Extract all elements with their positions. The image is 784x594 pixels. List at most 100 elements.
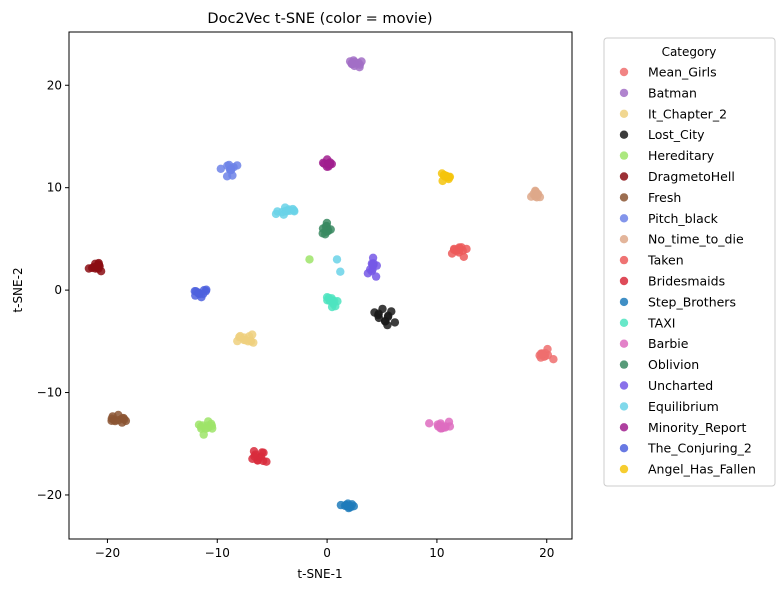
y-tick-label: 10 xyxy=(47,181,62,195)
point-bridesmaids xyxy=(250,452,259,461)
legend-label-oblivion: Oblivion xyxy=(648,357,699,372)
point-equilibrium xyxy=(290,207,299,216)
x-tick-label: −20 xyxy=(95,546,120,560)
legend-marker-equilibrium xyxy=(619,402,629,411)
legend-label-minority-report: Minority_Report xyxy=(648,420,747,435)
x-axis-label: t-SNE-1 xyxy=(297,567,342,581)
legend-marker-minority-report xyxy=(619,423,629,432)
point-it-chapter-2 xyxy=(248,330,257,339)
legend-label-taxi: TAXI xyxy=(647,315,675,330)
y-tick-label: 0 xyxy=(54,283,62,297)
points-layer xyxy=(84,56,558,513)
point-fresh xyxy=(120,415,129,424)
legend-label-hereditary: Hereditary xyxy=(648,148,715,163)
point-mean-girls xyxy=(538,349,547,358)
legend-marker-barbie xyxy=(619,339,629,348)
legend-marker-bridesmaids xyxy=(619,276,629,286)
point-lost-city xyxy=(381,317,390,326)
chart-title: Doc2Vec t-SNE (color = movie) xyxy=(207,11,432,27)
point-batman xyxy=(347,59,356,69)
legend-marker-the-conjuring-2 xyxy=(619,444,629,453)
point-pitch-black xyxy=(222,172,232,181)
legend-marker-mean-girls xyxy=(619,67,629,77)
y-axis-label: t-SNE-2 xyxy=(11,267,25,312)
legend-label-taken: Taken xyxy=(647,253,684,268)
legend-marker-batman xyxy=(619,88,629,98)
legend-label-bridesmaids: Bridesmaids xyxy=(648,274,725,289)
point-the-conjuring-2 xyxy=(201,286,211,296)
point-fresh xyxy=(110,416,120,426)
legend-label-fresh: Fresh xyxy=(648,190,681,205)
legend-title: Category xyxy=(662,45,717,59)
legend-marker-fresh xyxy=(619,193,629,202)
point-uncharted xyxy=(368,260,377,269)
legend-marker-it-chapter-2 xyxy=(619,109,629,119)
legend-frame xyxy=(603,37,776,487)
point-equilibrium xyxy=(336,267,345,276)
point-hereditary xyxy=(207,421,217,430)
legend-label-no-time-to-die: No_time_to_die xyxy=(648,232,744,247)
axis-ticks: −20 −10 0 10 20 −20 −10 0 10 20 xyxy=(37,78,555,560)
legend-marker-uncharted xyxy=(619,381,629,390)
legend-label-barbie: Barbie xyxy=(648,336,689,351)
point-minority-report xyxy=(327,159,336,169)
x-tick-label: −10 xyxy=(205,546,230,560)
y-tick-label: −20 xyxy=(37,488,62,502)
y-tick-label: 20 xyxy=(47,78,62,92)
point-oblivion xyxy=(318,224,328,233)
point-hereditary xyxy=(305,255,314,264)
legend-label-the-conjuring-2: The_Conjuring_2 xyxy=(647,441,752,456)
point-taxi xyxy=(329,299,338,308)
legend-label-step-brothers: Step_Brothers xyxy=(648,294,736,309)
legend-marker-dragmetohell xyxy=(619,172,629,181)
x-tick-label: 20 xyxy=(539,546,554,560)
legend-marker-step-brothers xyxy=(619,297,629,307)
legend-items: Mean_Girls Batman It_Chapter_2 Lost_City Her… xyxy=(619,65,756,477)
point-angel-has-fallen xyxy=(439,171,449,180)
point-it-chapter-2 xyxy=(236,331,245,341)
point-barbie xyxy=(425,419,434,428)
plot-frame xyxy=(68,31,573,540)
legend-label-equilibrium: Equilibrium xyxy=(648,399,719,414)
legend-marker-pitch-black xyxy=(619,214,629,223)
x-tick-label: 10 xyxy=(429,546,444,560)
point-taken xyxy=(459,252,468,261)
point-equilibrium xyxy=(282,207,291,216)
point-step-brothers xyxy=(343,499,353,508)
point-taken xyxy=(455,243,464,252)
legend-marker-hereditary xyxy=(619,151,629,160)
y-tick-label: −10 xyxy=(37,386,62,400)
point-step-brothers xyxy=(336,500,346,510)
point-no-time-to-die xyxy=(531,190,540,199)
point-uncharted xyxy=(371,272,381,281)
legend-label-mean-girls: Mean_Girls xyxy=(648,65,717,80)
legend-label-it-chapter-2: It_Chapter_2 xyxy=(648,106,727,121)
legend: Category Mean_Girls Batman It_Chapter_2 Los… xyxy=(603,37,776,487)
point-equilibrium xyxy=(332,255,342,264)
legend-label-batman: Batman xyxy=(648,85,697,100)
legend-label-uncharted: Uncharted xyxy=(648,378,713,393)
legend-label-angel-has-fallen: Angel_Has_Fallen xyxy=(648,462,756,477)
point-lost-city xyxy=(374,311,383,320)
point-uncharted xyxy=(363,269,373,278)
point-taken xyxy=(462,244,471,254)
legend-marker-angel-has-fallen xyxy=(619,464,629,474)
point-pitch-black xyxy=(226,165,236,175)
point-pitch-black xyxy=(216,164,225,173)
legend-label-dragmetohell: DragmetoHell xyxy=(648,169,735,184)
point-hereditary xyxy=(196,422,206,431)
point-uncharted xyxy=(368,253,378,262)
legend-marker-taken xyxy=(619,255,629,265)
point-equilibrium xyxy=(273,207,282,216)
point-lost-city xyxy=(390,318,400,327)
legend-label-lost-city: Lost_City xyxy=(648,127,705,142)
legend-marker-oblivion xyxy=(619,360,629,369)
legend-marker-taxi xyxy=(619,318,629,327)
point-dragmetohell xyxy=(89,262,99,272)
legend-marker-no-time-to-die xyxy=(619,235,629,244)
point-barbie xyxy=(441,422,450,431)
point-mean-girls xyxy=(549,355,558,364)
legend-marker-lost-city xyxy=(619,130,629,139)
